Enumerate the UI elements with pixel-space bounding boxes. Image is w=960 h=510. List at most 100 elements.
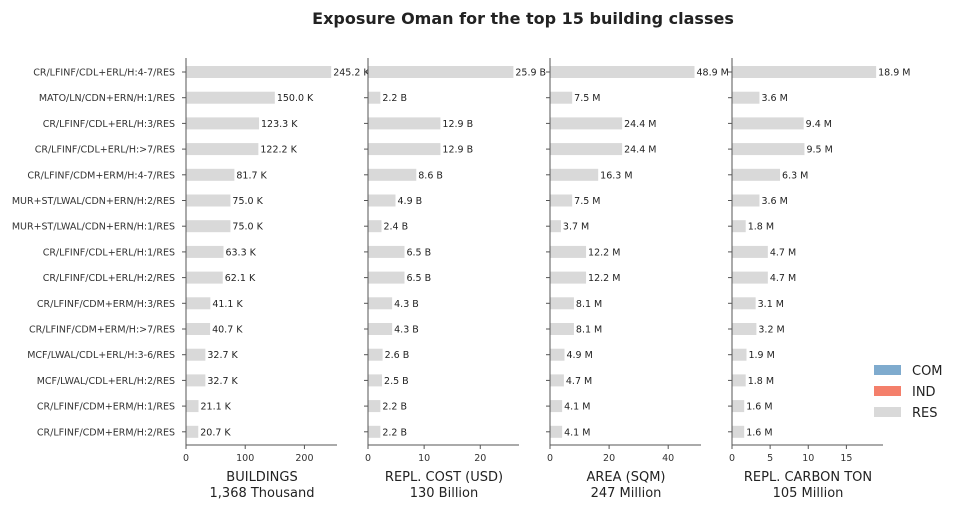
bar xyxy=(186,425,199,438)
category-label: CR/LFINF/CDL+ERL/H:>7/RES xyxy=(35,145,175,156)
bar xyxy=(732,117,804,130)
bar xyxy=(186,297,211,310)
x-tick-label: 5 xyxy=(767,453,773,464)
chart-panel: 18.9 M 3.6 M 9.4 M 9.5 M 6.3 M 3.6 M 1.8 M 4.7 … xyxy=(728,58,911,501)
bar xyxy=(550,348,565,361)
bar xyxy=(368,66,514,78)
bar xyxy=(186,400,199,413)
bar xyxy=(368,271,405,284)
data-label: 4.1 M xyxy=(564,427,590,438)
category-label: CR/LFINF/CDM+ERM/H:2/RES xyxy=(37,427,175,438)
data-label: 3.6 M xyxy=(761,196,787,207)
bar xyxy=(186,245,224,258)
bar xyxy=(368,220,382,233)
data-label: 8.6 B xyxy=(418,170,443,181)
data-label: 21.1 K xyxy=(200,402,231,413)
data-label: 48.9 M xyxy=(696,68,728,79)
data-label: 2.2 B xyxy=(382,93,407,104)
data-label: 63.3 K xyxy=(225,247,256,258)
bar xyxy=(186,194,231,207)
category-label: MATO/LN/CDN+ERN/H:1/RES xyxy=(39,93,175,104)
data-label: 3.7 M xyxy=(563,222,589,233)
legend-label: RES xyxy=(912,406,938,421)
legend-label: IND xyxy=(912,385,936,400)
bar xyxy=(368,374,383,387)
category-label: CR/LFINF/CDL+ERL/H:1/RES xyxy=(43,247,175,258)
data-label: 6.5 B xyxy=(406,273,431,284)
bar xyxy=(186,66,332,78)
bar xyxy=(550,323,574,335)
bar xyxy=(186,168,235,181)
legend: COM IND RES xyxy=(874,364,943,421)
data-label: 2.2 B xyxy=(382,402,407,413)
x-tick-label: 0 xyxy=(547,453,553,464)
data-label: 3.6 M xyxy=(761,93,787,104)
category-label: CR/LFINF/CDL+ERL/H:2/RES xyxy=(43,273,175,284)
bar xyxy=(732,245,768,258)
data-label: 41.1 K xyxy=(212,299,243,310)
category-label: CR/LFINF/CDM+ERM/H:3/RES xyxy=(37,299,175,310)
bar xyxy=(186,91,275,104)
data-label: 24.4 M xyxy=(624,145,656,156)
bar xyxy=(368,323,393,335)
data-label: 32.7 K xyxy=(207,350,238,361)
bar xyxy=(368,117,441,130)
data-label: 4.3 B xyxy=(394,299,419,310)
bar xyxy=(732,220,746,233)
category-label: CR/LFINF/CDL+ERL/H:4-7/RES xyxy=(33,68,175,79)
category-label: MUR+ST/LWAL/CDN+ERN/H:1/RES xyxy=(12,222,175,233)
legend-label: COM xyxy=(912,364,943,379)
data-label: 2.6 B xyxy=(385,350,410,361)
data-label: 1.6 M xyxy=(746,402,772,413)
chart-panel: 25.9 B 2.2 B 12.9 B 12.9 B 8.6 B 4.9 B 2.4 B 6.… xyxy=(364,58,546,501)
data-label: 8.1 M xyxy=(576,299,602,310)
bar xyxy=(732,400,745,413)
chart-panels: 245.2 K 150.0 K 123.3 K 122.2 K 81.7 K 75.0 K… xyxy=(182,58,911,501)
x-axis-subtitle: 247 Million xyxy=(591,486,662,501)
data-label: 2.2 B xyxy=(382,427,407,438)
data-label: 150.0 K xyxy=(277,93,314,104)
data-label: 4.7 M xyxy=(566,376,592,387)
x-axis-title: AREA (SQM) xyxy=(586,470,665,485)
data-label: 1.9 M xyxy=(748,350,774,361)
data-label: 81.7 K xyxy=(236,170,267,181)
data-label: 40.7 K xyxy=(212,325,243,336)
data-label: 75.0 K xyxy=(232,196,263,207)
x-tick-label: 0 xyxy=(365,453,371,464)
data-label: 4.3 B xyxy=(394,325,419,336)
bar xyxy=(732,374,746,387)
bar xyxy=(550,117,623,130)
bar xyxy=(186,323,211,335)
bar xyxy=(732,348,747,361)
category-labels: CR/LFINF/CDL+ERL/H:4-7/RES MATO/LN/CDN+ER… xyxy=(12,68,175,439)
bar xyxy=(732,66,877,78)
bar xyxy=(368,297,393,310)
bar xyxy=(550,91,573,104)
x-axis-title: REPL. COST (USD) xyxy=(385,470,503,485)
bar xyxy=(368,400,381,413)
bar xyxy=(186,220,231,233)
bar xyxy=(550,271,587,284)
x-axis-title: REPL. CARBON TON xyxy=(744,470,872,485)
data-label: 24.4 M xyxy=(624,119,656,130)
category-label: CR/LFINF/CDM+ERM/H:4-7/RES xyxy=(27,170,175,181)
bar xyxy=(732,271,768,284)
x-tick-label: 0 xyxy=(183,453,189,464)
data-label: 12.9 B xyxy=(442,145,473,156)
legend-item: COM xyxy=(874,364,943,379)
x-tick-label: 20 xyxy=(603,453,615,464)
data-label: 4.7 M xyxy=(770,247,796,258)
data-label: 3.1 M xyxy=(758,299,784,310)
bar xyxy=(368,91,381,104)
bar xyxy=(550,168,599,181)
data-label: 3.2 M xyxy=(758,325,784,336)
data-label: 18.9 M xyxy=(878,68,910,79)
data-label: 9.5 M xyxy=(806,145,832,156)
x-tick-label: 100 xyxy=(236,453,254,464)
data-label: 4.7 M xyxy=(770,273,796,284)
data-label: 7.5 M xyxy=(574,93,600,104)
category-label: MCF/LWAL/CDL+ERL/H:2/RES xyxy=(37,376,175,387)
data-label: 4.9 B xyxy=(398,196,423,207)
data-label: 16.3 M xyxy=(600,170,632,181)
